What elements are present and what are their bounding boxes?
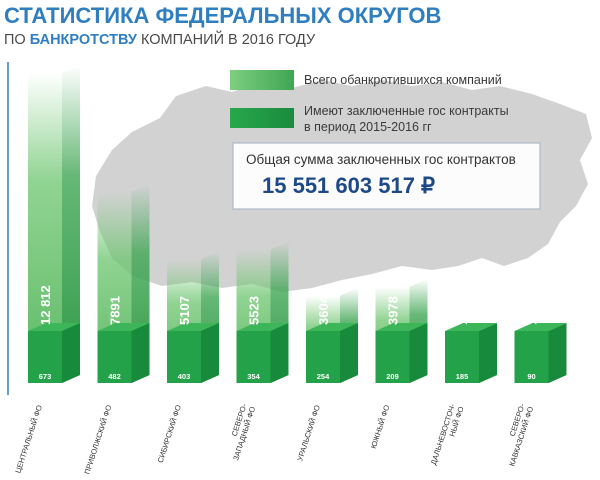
bar-contracts-side-3 — [270, 323, 289, 383]
bar-contracts-top-6 — [445, 323, 497, 331]
bar-contracts-side-7 — [548, 323, 567, 383]
bar-contracts-value-label: 90 — [527, 372, 535, 381]
bar-contracts-side-4 — [340, 323, 358, 383]
legend-swatch-contracts — [230, 108, 294, 128]
bar-contracts-7 — [514, 331, 549, 383]
bar-contracts-top-2 — [167, 323, 219, 331]
category-label: ЮЖНЫЙ ФО — [369, 404, 392, 450]
category-label: СЕВЕРО-ЗАПАДНЫЙ ФО — [223, 402, 258, 462]
bar-contracts-top-1 — [97, 323, 150, 331]
bar-contracts-top-7 — [514, 323, 567, 331]
bar-total-value-label: 5523 — [247, 296, 262, 325]
bar-contracts-value-label: 482 — [108, 372, 121, 381]
bar-total-value-label: 1082 — [525, 296, 540, 325]
legend-label-total: Всего обанкротившихся компаний — [304, 73, 502, 87]
bar-contracts-side-5 — [409, 323, 428, 383]
bar-contracts-0 — [28, 331, 62, 383]
bar-contracts-value-label: 185 — [456, 372, 469, 381]
legend-label-contracts-line1: Имеют заключенные гос контракты — [304, 104, 509, 118]
legend-label-contracts-line2: в период 2015-2016 гг — [304, 120, 432, 134]
bar-contracts-value-label: 254 — [317, 372, 330, 381]
category-label: ЦЕНТРАЛЬНЫЙ ФО — [13, 404, 44, 475]
bar-contracts-top-5 — [375, 323, 428, 331]
bar-total-value-label: 1818 — [455, 296, 470, 325]
bar-contracts-top-3 — [236, 323, 289, 331]
bar-total-side-0 — [62, 65, 80, 383]
bar-total-value-label: 3604 — [316, 295, 331, 325]
bar-contracts-2 — [167, 331, 201, 383]
bar-contracts-value-label: 209 — [386, 372, 399, 381]
bar-contracts-value-label: 673 — [39, 372, 52, 381]
bar-contracts-side-0 — [62, 323, 80, 383]
category-label: ПРИВОЛЖСКИЙ ФО — [83, 404, 114, 476]
bar-contracts-value-label: 354 — [247, 372, 260, 381]
bar-contracts-3 — [236, 331, 271, 383]
total-box-label: Общая сумма заключенных гос контрактов — [246, 152, 516, 167]
bar-total-value-label: 7891 — [108, 296, 123, 325]
bar-contracts-5 — [375, 331, 410, 383]
bar-contracts-value-label: 403 — [178, 372, 191, 381]
category-label: ДАЛЬНЕВОСТОЧ-НЫЙ ФО — [429, 402, 466, 469]
bar-contracts-side-2 — [201, 323, 219, 383]
bar-contracts-side-6 — [479, 323, 497, 383]
bar-contracts-1 — [97, 331, 132, 383]
bar-total-value-label: 3978 — [386, 296, 401, 325]
bar-contracts-4 — [306, 331, 340, 383]
legend-swatch-total — [230, 70, 294, 90]
category-label: СИБИРСКИЙ ФО — [156, 404, 183, 464]
total-box-value: 15 551 603 517 ₽ — [262, 173, 435, 198]
page-subtitle: ПО БАНКРОТСТВУ КОМПАНИЙ В 2016 ГОДУ — [4, 30, 316, 48]
bar-total-value-label: 5107 — [177, 296, 192, 325]
bar-contracts-6 — [445, 331, 479, 383]
page-title: СТАТИСТИКА ФЕДЕРАЛЬНЫХ ОКРУГОВ — [4, 3, 441, 28]
bars-layer: 12 812 673 ЦЕНТРАЛЬНЫЙ ФО 7891 482 ПРИВОЛЖСКИ… — [13, 65, 567, 476]
category-label: СЕВЕРО-КАВКАЗСКИЙ ФО — [499, 402, 536, 467]
bar-contracts-side-1 — [131, 323, 150, 383]
bar-total-value-label: 12 812 — [38, 285, 53, 325]
category-label: УРАЛЬСКИЙ ФО — [295, 404, 322, 462]
bar-contracts-top-4 — [306, 323, 358, 331]
total-box — [232, 142, 541, 210]
bar-contracts-top-0 — [28, 323, 80, 331]
